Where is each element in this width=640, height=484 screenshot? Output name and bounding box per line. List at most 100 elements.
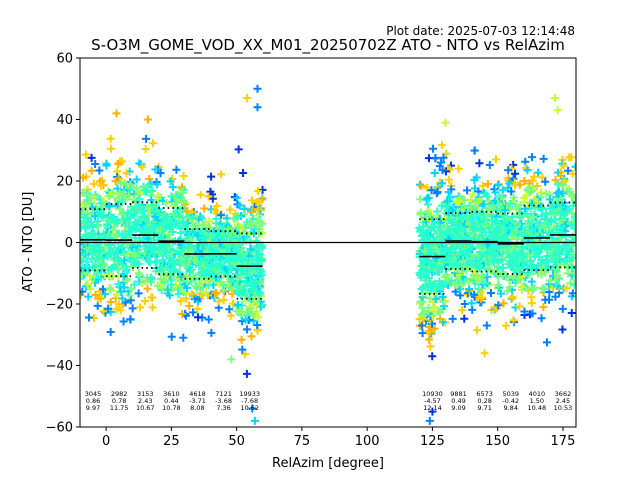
- data-point: [508, 292, 517, 301]
- data-point: [429, 144, 438, 153]
- data-point: [437, 141, 446, 150]
- data-point: [148, 139, 157, 148]
- bin-count-label: 3662: [555, 390, 572, 398]
- data-point: [415, 268, 424, 277]
- data-point: [441, 297, 450, 306]
- bin-count-label: 7121: [215, 390, 232, 398]
- data-point: [212, 202, 221, 211]
- bin-std-label: 11.75: [110, 404, 129, 412]
- data-point: [494, 280, 503, 289]
- data-point: [201, 288, 210, 297]
- data-point: [424, 251, 433, 260]
- data-point: [235, 201, 244, 210]
- data-point: [469, 270, 478, 279]
- data-point: [536, 203, 545, 212]
- bin-count-label: 3045: [85, 390, 102, 398]
- bin-mean-label: 1.50: [530, 397, 544, 405]
- data-point: [478, 181, 487, 190]
- data-point: [559, 161, 568, 170]
- data-point: [212, 289, 221, 298]
- data-point: [204, 315, 213, 324]
- data-point: [545, 195, 554, 204]
- data-point: [126, 315, 135, 324]
- data-point: [181, 249, 190, 258]
- scatter-layer: [80, 84, 576, 425]
- bin-mean-label: 0.78: [112, 397, 126, 405]
- bin-std-label: 10.67: [136, 404, 155, 412]
- data-point: [533, 181, 542, 190]
- outlier-point: [428, 407, 437, 416]
- data-point: [429, 307, 438, 316]
- outlier-point: [480, 349, 489, 358]
- data-point: [470, 290, 479, 299]
- bin-count-label: 9881: [450, 390, 467, 398]
- data-point: [125, 291, 134, 300]
- data-point: [106, 191, 115, 200]
- data-point: [522, 209, 531, 218]
- data-point: [126, 253, 135, 262]
- chart-title: S-O3M_GOME_VOD_XX_M01_20250702Z ATO - NT…: [91, 36, 565, 55]
- data-point: [106, 298, 115, 307]
- data-point: [177, 272, 186, 281]
- data-point: [205, 265, 214, 274]
- data-point: [140, 297, 149, 306]
- data-point: [239, 169, 248, 178]
- outlier-point: [143, 115, 152, 124]
- data-point: [557, 247, 566, 256]
- data-point: [128, 304, 137, 313]
- outlier-point: [551, 93, 560, 102]
- data-point: [229, 299, 238, 308]
- data-point: [113, 173, 122, 182]
- data-point: [520, 307, 529, 316]
- data-point: [200, 204, 209, 213]
- outlier-point: [553, 106, 562, 115]
- data-point: [178, 310, 187, 319]
- data-point: [256, 206, 265, 215]
- data-point: [172, 165, 181, 174]
- data-point: [258, 219, 267, 228]
- x-axis-label: RelAzim [degree]: [272, 456, 384, 471]
- data-point: [204, 250, 213, 259]
- bin-mean-label: 2.43: [138, 397, 152, 405]
- data-point: [167, 332, 176, 341]
- data-point: [148, 186, 157, 195]
- data-point: [493, 180, 502, 189]
- data-point: [520, 176, 529, 185]
- data-point: [165, 258, 174, 267]
- data-point: [194, 215, 203, 224]
- data-point: [83, 280, 92, 289]
- data-point: [547, 217, 556, 226]
- data-point: [112, 305, 121, 314]
- data-point: [483, 179, 492, 188]
- data-point: [417, 181, 426, 190]
- data-point: [558, 325, 567, 334]
- data-point: [168, 227, 177, 236]
- data-point: [245, 302, 254, 311]
- data-point: [437, 158, 446, 167]
- data-point: [505, 283, 514, 292]
- data-point: [570, 280, 576, 289]
- data-point: [95, 166, 104, 175]
- data-point: [193, 305, 202, 314]
- data-point: [85, 313, 94, 322]
- data-point: [196, 190, 205, 199]
- data-point: [90, 212, 99, 221]
- data-point: [427, 186, 436, 195]
- data-point: [181, 288, 190, 297]
- data-point: [252, 198, 261, 207]
- data-point: [527, 277, 536, 286]
- data-point: [543, 251, 552, 260]
- data-point: [111, 177, 120, 186]
- data-point: [441, 202, 450, 211]
- data-point: [179, 172, 188, 181]
- data-point: [226, 205, 235, 214]
- data-point: [463, 186, 472, 195]
- data-point: [428, 352, 437, 361]
- data-point: [147, 293, 156, 302]
- outlier-point: [250, 416, 259, 425]
- data-point: [138, 162, 147, 171]
- bin-std-label: 9.97: [86, 404, 100, 412]
- data-point: [114, 159, 123, 168]
- data-point: [530, 283, 539, 292]
- x-tick-label: 175: [551, 434, 576, 449]
